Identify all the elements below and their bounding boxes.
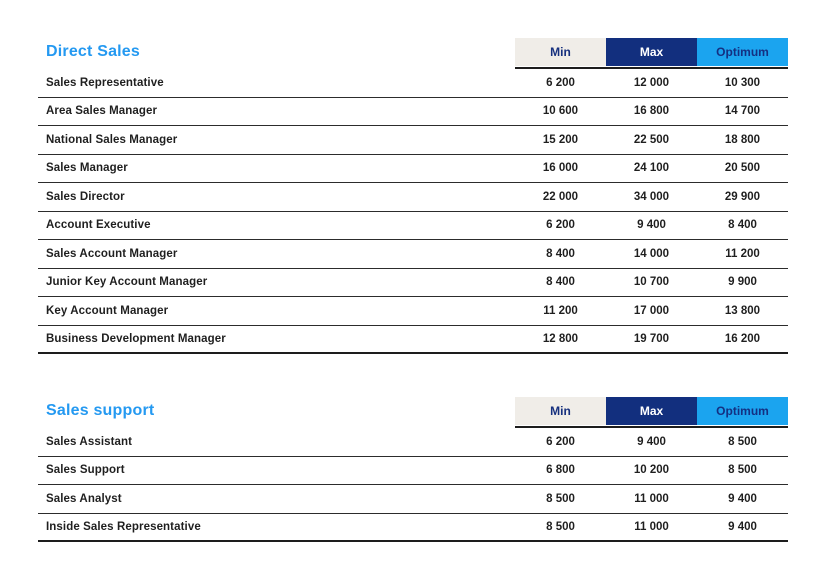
column-header-max: Max — [606, 38, 697, 66]
row-value-max: 10 700 — [633, 276, 670, 289]
row-value-max: 10 200 — [633, 464, 670, 477]
row-value-max: 11 000 — [634, 520, 669, 533]
section-title: Direct Sales — [46, 43, 141, 60]
row-value-optimum: 29 900 — [724, 190, 761, 203]
row-value-max: 9 400 — [637, 219, 666, 232]
row-label: Area Sales Manager — [46, 105, 158, 118]
row-value-min: 8 500 — [546, 492, 575, 505]
table-row: Account Executive 6 200 9 400 8 400 — [38, 212, 788, 240]
direct-sales-rows: Sales Representative 6 200 12 000 10 300 Are… — [38, 69, 788, 354]
row-value-optimum: 8 400 — [728, 219, 757, 232]
row-value-optimum: 11 200 — [725, 247, 760, 260]
row-value-min: 8 400 — [546, 247, 575, 260]
row-value-min: 8 400 — [546, 276, 575, 289]
row-value-max: 11 000 — [634, 492, 669, 505]
row-label: Account Executive — [46, 219, 151, 232]
row-value-min: 16 000 — [542, 162, 579, 175]
sales-support-rows: Sales Assistant 6 200 9 400 8 500 Sales Supp… — [38, 428, 788, 542]
direct-sales-header-row: Direct Sales Min Max Optimum — [38, 38, 788, 66]
row-value-min: 11 200 — [543, 304, 578, 317]
table-row: Junior Key Account Manager 8 400 10 700 9 9… — [38, 269, 788, 297]
row-value-max: 19 700 — [633, 332, 670, 345]
row-label: National Sales Manager — [46, 133, 178, 146]
row-value-optimum: 16 200 — [724, 332, 761, 345]
row-value-max: 22 500 — [633, 133, 670, 146]
row-label: Inside Sales Representative — [46, 520, 201, 533]
row-value-optimum: 18 800 — [724, 133, 761, 146]
row-value-min: 8 500 — [546, 520, 575, 533]
header-underline — [515, 426, 788, 428]
row-value-min: 6 800 — [546, 464, 575, 477]
row-value-min: 22 000 — [542, 190, 579, 203]
row-value-optimum: 14 700 — [724, 105, 761, 118]
row-value-min: 6 200 — [546, 219, 575, 232]
table-row: Inside Sales Representative 8 500 11 000 9 … — [38, 514, 788, 542]
row-value-min: 12 800 — [542, 332, 579, 345]
row-label: Sales Support — [46, 464, 125, 477]
column-header-min: Min — [515, 397, 606, 425]
row-value-optimum: 9 400 — [728, 520, 757, 533]
row-label: Sales Analyst — [46, 492, 122, 505]
table-row: Sales Support 6 800 10 200 8 500 — [38, 457, 788, 485]
row-label: Key Account Manager — [46, 304, 169, 317]
section-title-area: Direct Sales — [38, 38, 515, 66]
row-label: Sales Manager — [46, 162, 128, 175]
row-value-optimum: 13 800 — [724, 304, 761, 317]
table-row: Area Sales Manager 10 600 16 800 14 700 — [38, 98, 788, 126]
table-row: Key Account Manager 11 200 17 000 13 800 — [38, 297, 788, 326]
table-row: Sales Assistant 6 200 9 400 8 500 — [38, 428, 788, 457]
column-header-max: Max — [606, 397, 697, 425]
sales-support-table: Sales support Min Max Optimum Sales Assi… — [38, 397, 788, 542]
table-row: Sales Analyst 8 500 11 000 9 400 — [38, 485, 788, 514]
row-value-max: 9 400 — [637, 435, 666, 448]
row-label: Sales Director — [46, 190, 125, 203]
column-header-min: Min — [515, 38, 606, 66]
row-label: Sales Representative — [46, 76, 164, 89]
header-underline — [515, 67, 788, 69]
section-title: Sales support — [46, 402, 155, 419]
column-header-optimum: Optimum — [697, 38, 788, 66]
table-row: Sales Manager 16 000 24 100 20 500 — [38, 155, 788, 183]
row-value-min: 10 600 — [542, 105, 579, 118]
sales-support-header-row: Sales support Min Max Optimum — [38, 397, 788, 425]
table-row: National Sales Manager 15 200 22 500 18 800 — [38, 126, 788, 155]
row-value-optimum: 8 500 — [728, 435, 757, 448]
row-value-max: 24 100 — [633, 162, 670, 175]
row-value-min: 6 200 — [546, 76, 575, 89]
row-label: Sales Account Manager — [46, 247, 178, 260]
row-label: Sales Assistant — [46, 435, 133, 448]
section-title-area: Sales support — [38, 397, 515, 425]
table-row: Sales Representative 6 200 12 000 10 300 — [38, 69, 788, 98]
row-value-max: 14 000 — [633, 247, 670, 260]
table-row: Sales Director 22 000 34 000 29 900 — [38, 183, 788, 212]
row-value-max: 17 000 — [633, 304, 670, 317]
row-value-optimum: 9 400 — [728, 492, 757, 505]
row-value-min: 6 200 — [546, 435, 575, 448]
row-value-max: 16 800 — [633, 105, 670, 118]
row-value-max: 12 000 — [633, 76, 670, 89]
direct-sales-table: Direct Sales Min Max Optimum Sales Repre… — [38, 38, 788, 354]
table-row: Sales Account Manager 8 400 14 000 11 200 — [38, 240, 788, 269]
row-value-optimum: 9 900 — [728, 276, 757, 289]
column-header-optimum: Optimum — [697, 397, 788, 425]
row-label: Business Development Manager — [46, 332, 226, 345]
row-value-max: 34 000 — [633, 190, 670, 203]
row-value-optimum: 8 500 — [728, 464, 757, 477]
row-value-optimum: 20 500 — [724, 162, 761, 175]
row-value-min: 15 200 — [542, 133, 579, 146]
row-label: Junior Key Account Manager — [46, 276, 208, 289]
table-row: Business Development Manager 12 800 19 700… — [38, 326, 788, 354]
row-value-optimum: 10 300 — [724, 76, 761, 89]
